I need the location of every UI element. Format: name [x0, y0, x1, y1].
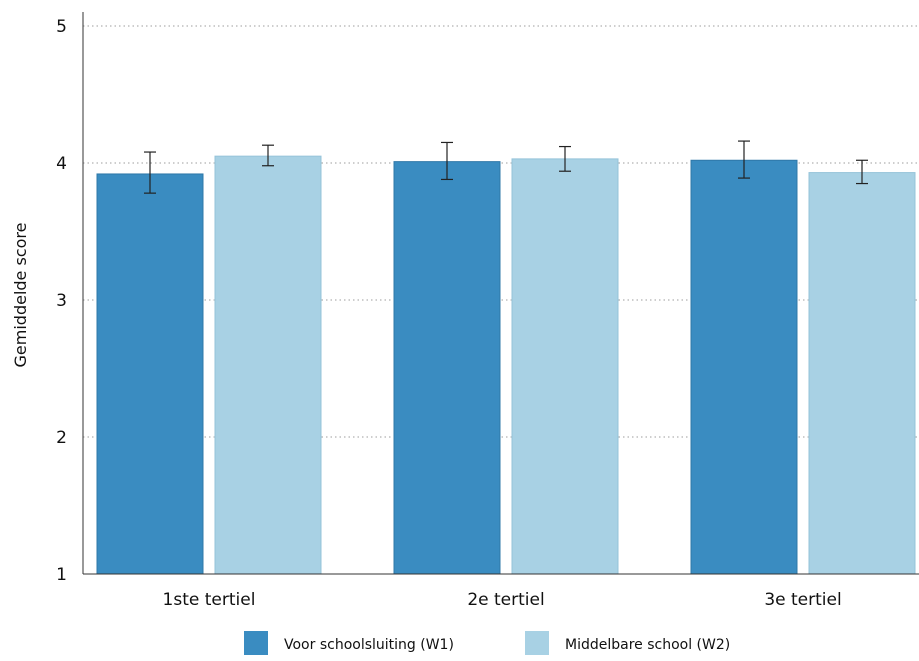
bar	[214, 155, 322, 575]
axes: 1 2 3 4 5 1ste tertiel 2e tertiel 3e tertiel	[56, 12, 919, 610]
error-bars	[144, 140, 868, 194]
y-tick-label: 3	[56, 291, 67, 311]
y-tick-label: 2	[56, 428, 67, 448]
x-tick-label: 2e tertiel	[467, 590, 544, 610]
y-axis-title: Gemiddelde score	[11, 223, 30, 368]
x-tick-label: 3e tertiel	[764, 590, 841, 610]
y-tick-label: 1	[56, 565, 67, 585]
legend-swatch	[244, 631, 268, 655]
bar	[96, 173, 204, 575]
bar	[393, 161, 501, 575]
x-tick-label: 1ste tertiel	[163, 590, 256, 610]
y-tick-label: 4	[56, 154, 67, 174]
legend: Voor schoolsluiting (W1) Middelbare schoo…	[244, 631, 730, 655]
legend-label: Middelbare school (W2)	[565, 637, 730, 653]
bar	[511, 158, 619, 575]
legend-label: Voor schoolsluiting (W1)	[284, 637, 454, 653]
bars	[96, 155, 916, 575]
bar	[808, 172, 916, 575]
y-tick-label: 5	[56, 17, 67, 37]
legend-swatch	[525, 631, 549, 655]
bar	[690, 159, 798, 575]
